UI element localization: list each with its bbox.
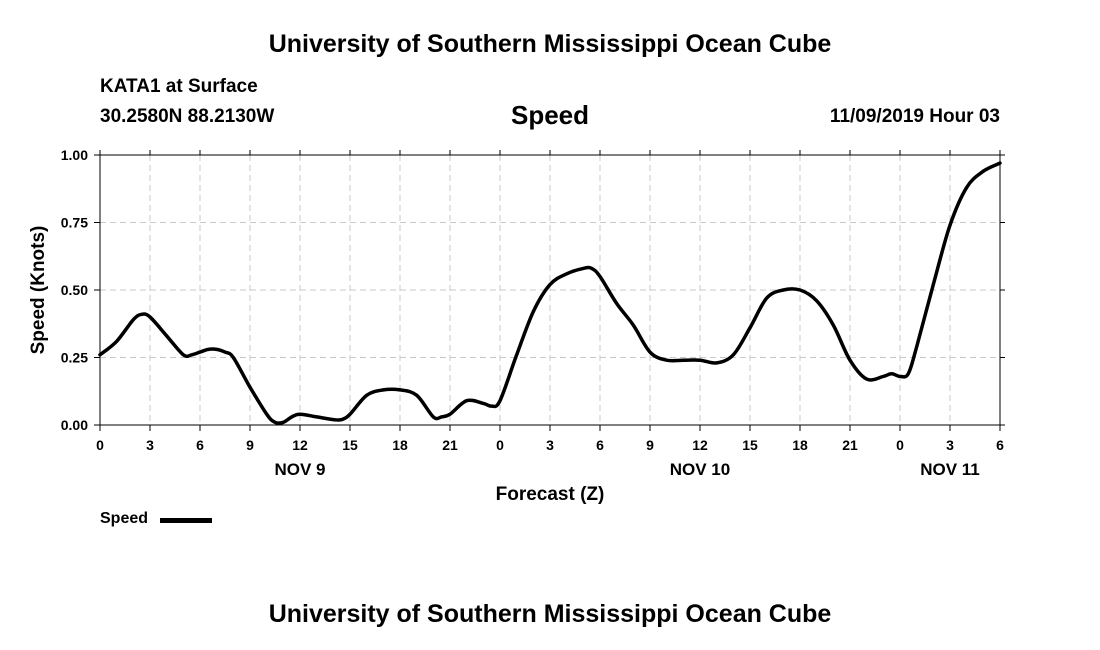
- x-tick-label: 15: [342, 437, 358, 453]
- series-layer: [98, 161, 1002, 425]
- y-tick-label: 0.25: [61, 350, 88, 366]
- header-title: University of Southern Mississippi Ocean…: [268, 30, 832, 58]
- y-tick-label: 0.00: [61, 417, 88, 433]
- axes: 0 3 6 9 12 15 18 21 0 3 6 9 12 15 18 21 0 3 6 0.00 0.25 0.50 0…: [61, 147, 1005, 479]
- x-tick-label: 0: [496, 437, 504, 453]
- x-tick-label: 18: [792, 437, 808, 453]
- footer-title: University of Southern Mississippi Ocean…: [268, 600, 832, 628]
- date-label: NOV 11: [920, 460, 980, 479]
- station-label: KATA1 at Surface: [100, 76, 258, 97]
- x-tick-label: 3: [546, 437, 554, 453]
- x-tick-label: 9: [246, 437, 254, 453]
- y-tick-label: 0.50: [61, 282, 88, 298]
- x-tick-label: 21: [842, 437, 858, 453]
- x-tick-label: 12: [292, 437, 308, 453]
- x-tick-label: 6: [196, 437, 204, 453]
- x-tick-label: 3: [946, 437, 954, 453]
- chart-title: Speed: [510, 100, 590, 130]
- forecast-timestamp: 11/09/2019 Hour 03: [829, 106, 1000, 127]
- series-line-speed: [98, 161, 1002, 425]
- x-tick-label: 6: [996, 437, 1004, 453]
- x-tick-label: 0: [96, 437, 104, 453]
- x-axis-label: Forecast (Z): [496, 484, 605, 505]
- grid: [100, 155, 1000, 425]
- location-label: 30.2580N 88.2130W: [100, 106, 275, 127]
- x-tick-label: 12: [692, 437, 708, 453]
- y-tick-label: 1.00: [61, 147, 88, 163]
- y-tick-label: 0.75: [61, 215, 88, 231]
- x-tick-label: 3: [146, 437, 154, 453]
- legend-swatch: [160, 518, 212, 523]
- x-tick-label: 0: [896, 437, 904, 453]
- x-tick-label: 18: [392, 437, 408, 453]
- x-tick-label: 6: [596, 437, 604, 453]
- legend-label: Speed: [100, 510, 149, 527]
- y-axis-label: Speed (Knots): [28, 226, 49, 355]
- date-label: NOV 9: [274, 460, 325, 479]
- x-tick-label: 21: [442, 437, 458, 453]
- date-label: NOV 10: [670, 460, 730, 479]
- x-tick-label: 9: [646, 437, 654, 453]
- x-tick-label: 15: [742, 437, 758, 453]
